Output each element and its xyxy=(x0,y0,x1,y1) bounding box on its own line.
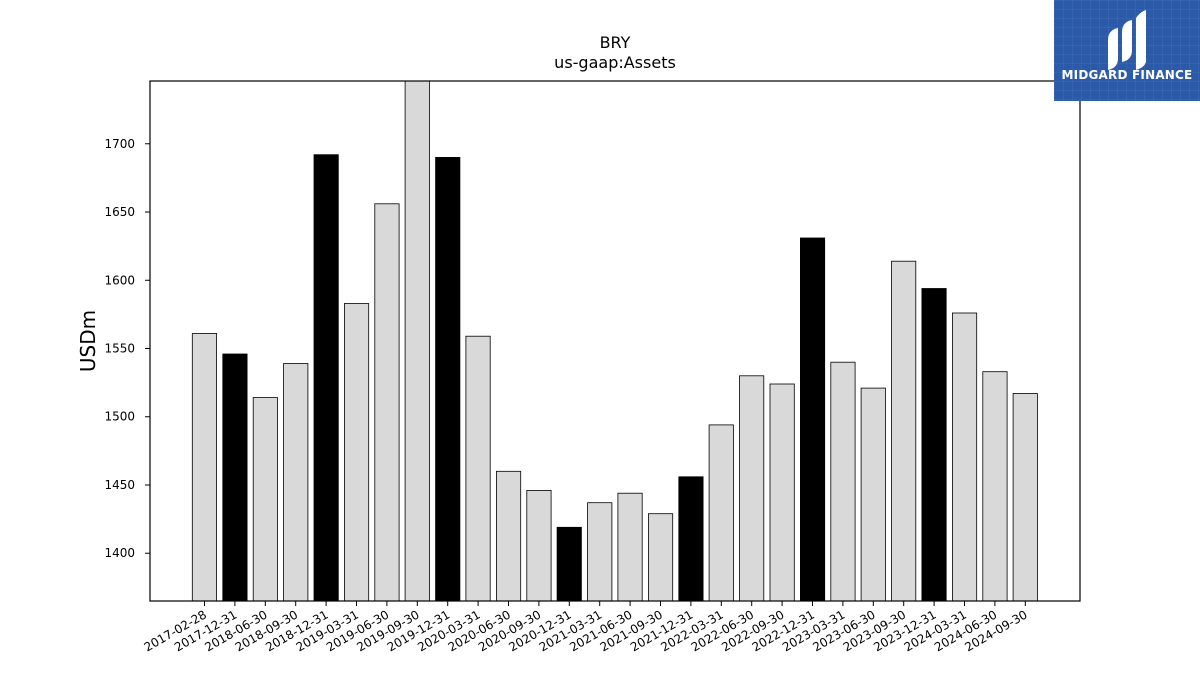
bar-2021-09-30 xyxy=(648,513,674,602)
bar-2021-12-31 xyxy=(678,476,704,602)
bar-2021-03-31 xyxy=(587,502,613,602)
bar-2018-06-30 xyxy=(252,397,278,602)
bar-2021-06-30 xyxy=(617,492,643,602)
bar-2024-03-31 xyxy=(952,312,978,602)
bar-2020-03-31 xyxy=(465,335,491,602)
bar-2022-12-31 xyxy=(800,237,826,602)
y-tick-label: 1700 xyxy=(104,137,135,151)
chart-subtitle: us-gaap:Assets xyxy=(554,53,676,72)
bar-2023-09-30 xyxy=(891,260,917,602)
y-tick-label: 1400 xyxy=(104,546,135,560)
bar-2022-09-30 xyxy=(769,383,795,602)
y-tick-label: 1450 xyxy=(104,478,135,492)
y-tick-label: 1500 xyxy=(104,410,135,424)
bar-2024-09-30 xyxy=(1012,393,1038,602)
y-ticks-group: 1400 1450 1500 1550 1600 1650 1700 xyxy=(104,137,150,560)
logo-text: MIDGARD FINANCE xyxy=(1061,68,1193,82)
y-tick-label: 1600 xyxy=(104,273,135,287)
bar-2019-09-30 xyxy=(404,80,430,602)
plot-frame xyxy=(149,80,1081,602)
bar-2018-12-31 xyxy=(313,154,339,602)
x-ticks-group: 2017-02-282017-12-312018-06-302018-09-30… xyxy=(142,601,1030,654)
bar-2020-06-30 xyxy=(495,470,522,602)
midgard-logo-icon xyxy=(1108,10,1146,70)
bar-2019-03-31 xyxy=(343,303,370,602)
bar-2018-09-30 xyxy=(283,363,309,602)
bar-2019-12-31 xyxy=(435,156,461,602)
midgard-finance-logo: MIDGARD FINANCE xyxy=(1054,0,1200,101)
chart-title: BRY xyxy=(600,33,631,52)
bar-2023-12-31 xyxy=(921,288,947,602)
bar-2024-06-30 xyxy=(982,371,1008,602)
bar-2020-09-30 xyxy=(526,489,552,602)
bar-2023-03-31 xyxy=(830,361,856,602)
bar-2017-12-31 xyxy=(222,353,248,602)
bar-2019-06-30 xyxy=(374,203,400,602)
bar-2022-03-31 xyxy=(708,424,734,602)
bar-2020-12-31 xyxy=(556,526,582,602)
bar-2023-06-30 xyxy=(860,387,886,602)
y-tick-label: 1650 xyxy=(104,205,135,219)
y-axis-label: USDm xyxy=(76,310,100,372)
y-tick-label: 1550 xyxy=(104,342,135,356)
bar-2022-06-30 xyxy=(739,375,765,602)
bars-group xyxy=(191,80,1038,602)
bar-2017-02-28 xyxy=(191,333,218,602)
